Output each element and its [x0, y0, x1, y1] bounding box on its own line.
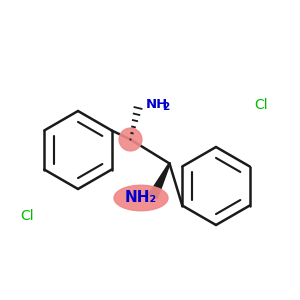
Ellipse shape — [114, 185, 168, 211]
Text: 2: 2 — [163, 101, 170, 112]
Circle shape — [119, 128, 142, 151]
Text: NH: NH — [146, 98, 168, 112]
Text: Cl: Cl — [20, 209, 34, 223]
Polygon shape — [149, 163, 170, 199]
Text: Cl: Cl — [254, 98, 268, 112]
Text: NH₂: NH₂ — [125, 190, 157, 206]
